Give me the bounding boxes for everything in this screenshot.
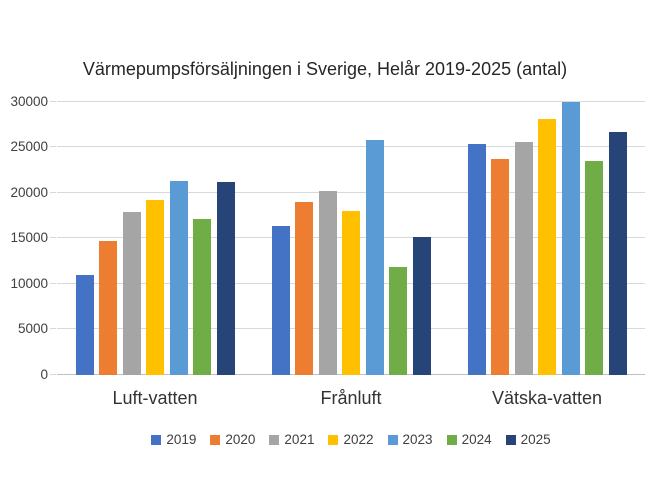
x-axis-label-luft-vatten: Luft-vatten (112, 388, 198, 408)
bar-fr-nluft-2024 (389, 267, 407, 375)
y-axis-label-30000: 30000 (10, 94, 48, 109)
bar-luft-vatten-2023 (169, 181, 188, 375)
y-axis-label-25000: 25000 (10, 139, 48, 154)
bar-v-tska-vatten-2020 (491, 159, 509, 375)
y-tick-mark (50, 101, 56, 102)
bar-fr-nluft-2022 (342, 211, 360, 375)
category-group-luft-vatten (57, 102, 253, 375)
bar-fr-nluft-2019 (271, 226, 290, 375)
legend-swatch-2024 (446, 434, 457, 445)
legend-item-2022: 2022 (328, 432, 374, 447)
y-tick-mark (50, 328, 56, 329)
legend-item-2020: 2020 (210, 432, 255, 447)
plot-area (50, 101, 645, 375)
y-axis-label-10000: 10000 (10, 276, 48, 291)
y-tick-mark (50, 237, 56, 238)
legend-swatch-2023 (387, 434, 398, 445)
bar-luft-vatten-2024 (193, 219, 211, 375)
legend-swatch-2020 (210, 434, 221, 445)
legend-label-2021: 2021 (284, 432, 315, 447)
x-axis-label-v-tska-vatten: Vätska-vatten (491, 388, 603, 408)
legend-item-2023: 2023 (387, 432, 433, 447)
legend-swatch-2022 (328, 434, 339, 445)
legend-label-2024: 2024 (461, 432, 492, 447)
legend-label-2019: 2019 (166, 432, 197, 447)
legend-item-2019: 2019 (151, 432, 196, 447)
legend-swatch-2021 (269, 434, 280, 445)
legend-item-2025: 2025 (505, 432, 551, 447)
chart-title: Värmepumpsförsäljningen i Sverige, Helår… (82, 59, 568, 79)
bar-luft-vatten-2019 (75, 275, 94, 375)
bar-luft-vatten-2020 (99, 241, 117, 375)
legend-swatch-2019 (151, 434, 162, 445)
legend-item-2024: 2024 (446, 432, 492, 447)
y-axis-label-0: 0 (40, 367, 48, 382)
legend-label-2022: 2022 (343, 432, 374, 447)
bar-v-tska-vatten-2022 (538, 119, 556, 375)
bar-fr-nluft-2025 (412, 237, 431, 375)
bar-v-tska-vatten-2024 (585, 161, 603, 375)
y-axis-label-20000: 20000 (10, 185, 48, 200)
gridline-25000 (57, 146, 645, 147)
legend-label-2023: 2023 (402, 432, 433, 447)
bar-v-tska-vatten-2021 (514, 142, 533, 375)
category-group-v-tska-vatten (449, 102, 645, 375)
bar-v-tska-vatten-2025 (608, 132, 627, 375)
bar-fr-nluft-2021 (318, 191, 337, 375)
bar-luft-vatten-2025 (216, 182, 235, 375)
y-tick-mark (50, 192, 56, 193)
gridline-20000 (57, 192, 645, 193)
bar-fr-nluft-2023 (365, 140, 384, 375)
bar-v-tska-vatten-2019 (467, 144, 486, 375)
legend-label-2020: 2020 (225, 432, 256, 447)
bar-luft-vatten-2021 (122, 212, 141, 375)
legend-label-2025: 2025 (520, 432, 551, 447)
legend-item-2021: 2021 (269, 432, 314, 447)
y-tick-mark (50, 374, 56, 375)
bar-fr-nluft-2020 (295, 202, 313, 375)
gridline-30000 (57, 101, 645, 102)
y-tick-mark (50, 146, 56, 147)
legend: 2019 2020 2021 2022 2023 2024 2025 (57, 432, 645, 447)
x-axis-label-fr-nluft: Frånluft (320, 388, 382, 408)
y-axis-label-15000: 15000 (10, 230, 48, 245)
legend-swatch-2025 (505, 434, 516, 445)
category-group-fr-nluft (253, 102, 449, 375)
bar-v-tska-vatten-2023 (561, 102, 580, 375)
y-tick-mark (50, 283, 56, 284)
bar-luft-vatten-2022 (146, 200, 164, 375)
y-axis-label-5000: 5000 (17, 321, 48, 336)
